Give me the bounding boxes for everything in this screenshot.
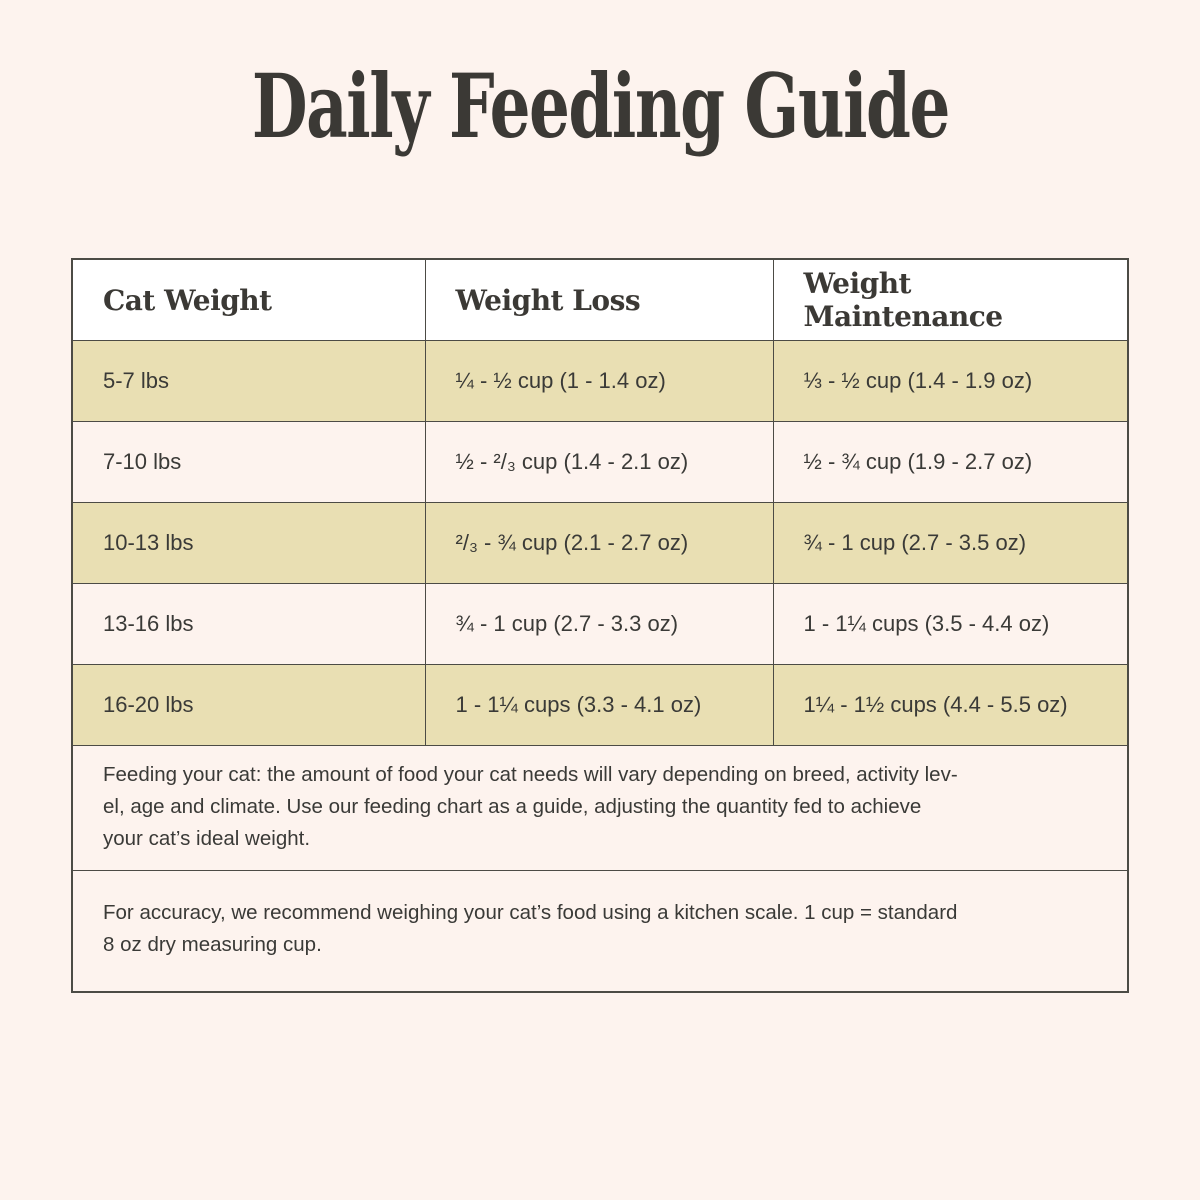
cell-weight-loss: ²/₃ - ¾ cup (2.1 - 2.7 oz) [424, 502, 774, 584]
cell-weight: 16-20 lbs [71, 664, 426, 746]
note-row: Feeding your cat: the amount of food you… [71, 745, 1129, 871]
table-row: 10-13 lbs ²/₃ - ¾ cup (2.1 - 2.7 oz) ¾ -… [71, 502, 1129, 584]
title-wrap: Daily Feeding Guide [0, 0, 1200, 170]
cell-weight-loss: ¼ - ½ cup (1 - 1.4 oz) [424, 340, 774, 422]
table-row: 7-10 lbs ½ - ²/₃ cup (1.4 - 2.1 oz) ½ - … [71, 421, 1129, 503]
cell-weight: 13-16 lbs [71, 583, 426, 665]
table-row: 5-7 lbs ¼ - ½ cup (1 - 1.4 oz) ⅓ - ½ cup… [71, 340, 1129, 422]
cell-weight-loss: ½ - ²/₃ cup (1.4 - 2.1 oz) [424, 421, 774, 503]
col-header-cat-weight: Cat Weight [71, 258, 426, 341]
col-header-weight-loss: Weight Loss [424, 258, 774, 341]
cell-weight-maintenance: 1¼ - 1½ cups (4.4 - 5.5 oz) [772, 664, 1129, 746]
cell-weight-loss: ¾ - 1 cup (2.7 - 3.3 oz) [424, 583, 774, 665]
note-feeding-guidance: Feeding your cat: the amount of food you… [71, 745, 1129, 871]
cell-weight-maintenance: ¾ - 1 cup (2.7 - 3.5 oz) [772, 502, 1129, 584]
feeding-guide-table: Cat Weight Weight Loss Weight Maintenanc… [71, 258, 1129, 993]
table-row: 13-16 lbs ¾ - 1 cup (2.7 - 3.3 oz) 1 - 1… [71, 583, 1129, 665]
table-row: 16-20 lbs 1 - 1¼ cups (3.3 - 4.1 oz) 1¼ … [71, 664, 1129, 746]
cell-weight: 5-7 lbs [71, 340, 426, 422]
cell-weight-loss: 1 - 1¼ cups (3.3 - 4.1 oz) [424, 664, 774, 746]
note-row: For accuracy, we recommend weighing your… [71, 870, 1129, 993]
table-header-row: Cat Weight Weight Loss Weight Maintenanc… [71, 258, 1129, 341]
col-header-weight-maintenance: Weight Maintenance [772, 258, 1129, 341]
cell-weight: 10-13 lbs [71, 502, 426, 584]
cell-weight: 7-10 lbs [71, 421, 426, 503]
cell-weight-maintenance: ½ - ¾ cup (1.9 - 2.7 oz) [772, 421, 1129, 503]
page-title: Daily Feeding Guide [251, 54, 949, 158]
note-measuring-accuracy: For accuracy, we recommend weighing your… [71, 870, 1129, 993]
cell-weight-maintenance: 1 - 1¼ cups (3.5 - 4.4 oz) [772, 583, 1129, 665]
cell-weight-maintenance: ⅓ - ½ cup (1.4 - 1.9 oz) [772, 340, 1129, 422]
